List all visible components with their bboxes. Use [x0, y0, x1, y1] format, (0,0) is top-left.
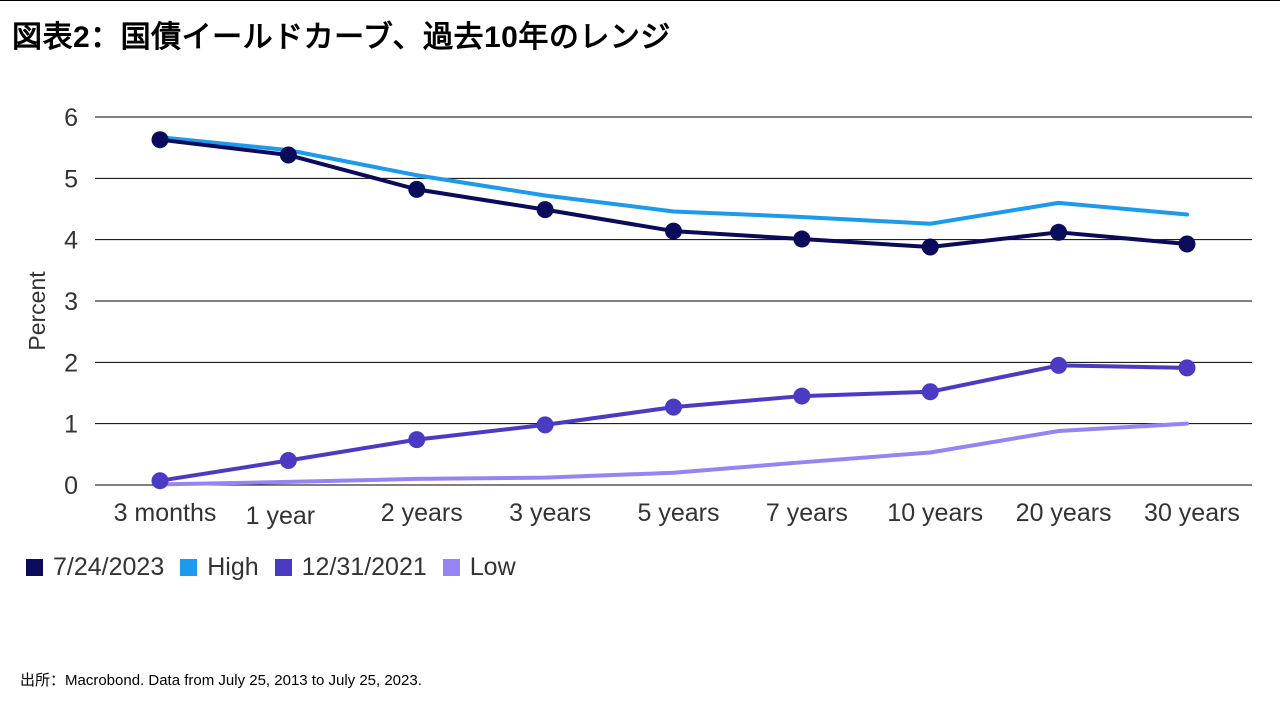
y-tick-label: 5 [64, 165, 78, 193]
data-point-7-24-2023 [536, 201, 554, 219]
data-point-12-31-2021 [279, 451, 297, 469]
legend-label: 12/31/2021 [301, 552, 427, 581]
data-point-12-31-2021 [151, 472, 169, 490]
legend-label: 7/24/2023 [53, 552, 165, 581]
data-point-7-24-2023 [665, 222, 682, 240]
legend-swatch [274, 558, 292, 576]
data-point-7-24-2023 [151, 131, 169, 149]
legend-label: Low [469, 552, 516, 581]
data-point-7-24-2023 [921, 238, 939, 256]
series-line-high [158, 135, 1189, 226]
x-tick-label: 30 years [1144, 499, 1240, 527]
data-point-12-31-2021 [536, 416, 554, 434]
y-tick-label: 0 [64, 472, 78, 500]
data-point-12-31-2021 [665, 398, 682, 416]
data-point-7-24-2023 [279, 146, 297, 164]
series-line-12-31-2021 [158, 363, 1189, 483]
data-point-12-31-2021 [921, 383, 939, 401]
data-point-7-24-2023 [793, 230, 811, 248]
x-tick-label: 2 years [381, 499, 463, 527]
y-tick-label: 6 [64, 104, 78, 132]
data-point-7-24-2023 [408, 180, 426, 198]
legend-item: High [180, 552, 259, 582]
data-point-12-31-2021 [408, 431, 426, 449]
y-tick-label: 2 [64, 349, 78, 377]
x-tick-label: 3 months [114, 499, 217, 527]
data-point-12-31-2021 [1050, 356, 1068, 374]
legend-item: 7/24/2023 [26, 553, 164, 582]
data-point-12-31-2021 [793, 387, 811, 405]
legend-swatch [180, 558, 198, 576]
x-tick-label: 10 years [887, 499, 983, 527]
y-axis-label: Percent [24, 271, 50, 351]
legend-item: Low [442, 552, 516, 582]
y-tick-label: 1 [64, 411, 78, 439]
legend-swatch [442, 558, 460, 576]
x-tick-label: 3 years [509, 499, 591, 527]
top-rule [0, 0, 1280, 1]
legend-label: High [207, 552, 259, 581]
y-tick-label: 3 [64, 288, 78, 316]
x-tick-label: 5 years [638, 499, 720, 527]
chart-legend: 7/24/2023 High 12/31/2021 Low [26, 552, 532, 582]
series-line-low [158, 421, 1189, 487]
page-title: 図表2：国債イールドカーブ、過去10年のレンジ [12, 21, 671, 54]
data-point-7-24-2023 [1050, 223, 1068, 241]
data-point-12-31-2021 [1178, 359, 1196, 377]
y-tick-label: 4 [64, 227, 78, 255]
data-point-7-24-2023 [1178, 235, 1196, 253]
x-tick-label: 1 year [246, 502, 315, 530]
legend-swatch [26, 558, 43, 576]
x-tick-label: 20 years [1016, 499, 1112, 527]
legend-item: 12/31/2021 [274, 552, 427, 582]
source-note: 出所：Macrobond. Data from July 25, 2013 to… [20, 672, 422, 689]
x-tick-label: 7 years [766, 499, 848, 527]
